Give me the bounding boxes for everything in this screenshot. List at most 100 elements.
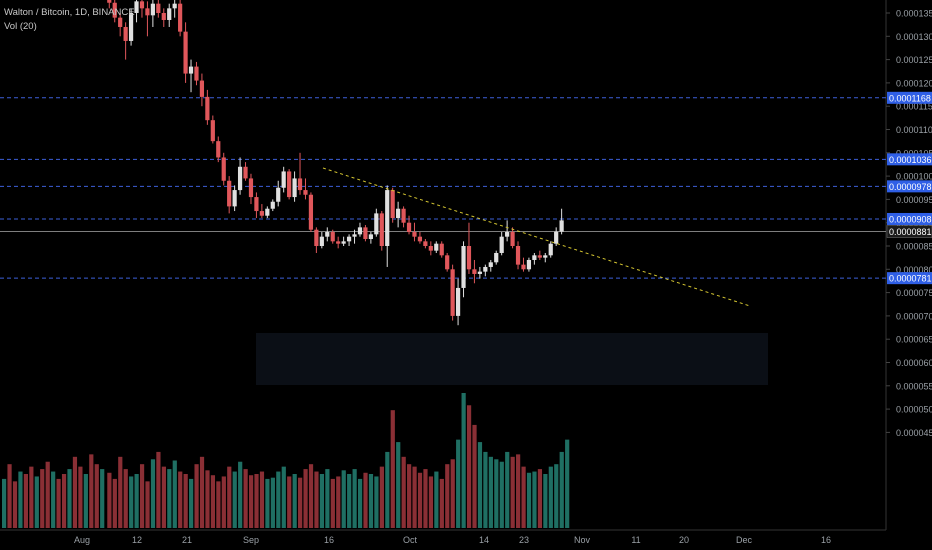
candle-body <box>276 187 281 202</box>
current-price-tag <box>886 225 932 238</box>
volume-bar <box>34 476 39 528</box>
candle <box>379 211 384 251</box>
candle <box>259 204 264 219</box>
volume-bar <box>7 464 12 528</box>
candle <box>363 225 368 242</box>
level-price-tag <box>887 212 932 225</box>
candle <box>428 241 433 256</box>
candle-body <box>548 243 553 256</box>
level-price-label: 0.0000978 <box>889 182 932 192</box>
candle-body <box>150 3 155 16</box>
candle-body <box>341 241 346 244</box>
volume-bar <box>396 442 401 528</box>
horizontal-levels: 0.0001168 0.0001036 0.0000978 0.0000908 0.00… <box>0 91 932 285</box>
candle-body <box>346 236 352 242</box>
candle-body <box>270 201 275 209</box>
candle <box>445 252 450 272</box>
candle-body <box>134 1 139 13</box>
volume-bar <box>461 393 466 528</box>
volume-bar <box>199 456 205 528</box>
volume-bar <box>287 476 292 528</box>
candle-body <box>287 171 292 198</box>
volume-bar <box>319 474 325 528</box>
candle <box>505 220 510 242</box>
candle <box>134 0 139 23</box>
candle <box>346 234 352 246</box>
candle <box>510 227 515 249</box>
candle <box>330 229 335 244</box>
volume-bar <box>100 469 105 528</box>
candle <box>357 222 363 237</box>
time-tick-label: 21 <box>182 535 192 545</box>
volume-bar <box>488 456 493 528</box>
candle-body <box>145 8 150 16</box>
candle-body <box>385 190 390 246</box>
volume-bar <box>2 478 7 528</box>
candle <box>210 115 215 144</box>
volume-bar <box>434 471 439 528</box>
candle-body <box>161 13 166 20</box>
volume-bar <box>417 472 423 528</box>
candle-body <box>466 246 472 270</box>
candle-body <box>554 231 559 244</box>
candle-body <box>423 241 428 246</box>
volume-series <box>2 393 570 528</box>
candle <box>423 239 428 249</box>
time-tick-label: Aug <box>74 535 90 545</box>
time-axis: Aug 12 21 Sep 16 Oct 14 23 Nov 11 20 Dec 16 <box>74 535 831 545</box>
volume-bar <box>232 471 237 528</box>
candle <box>515 241 521 270</box>
time-tick-label: Oct <box>403 535 418 545</box>
candle-body <box>521 264 526 270</box>
candle <box>483 264 488 277</box>
volume-bar <box>445 464 450 528</box>
candle-body <box>401 208 406 223</box>
volume-bar <box>254 474 259 528</box>
volume-bar <box>29 466 34 528</box>
time-tick-label: 20 <box>679 535 689 545</box>
volume-bar <box>505 451 510 528</box>
candle-body <box>178 3 183 32</box>
candle-body <box>450 269 455 316</box>
volume-bar <box>390 410 395 528</box>
volume-bar <box>314 471 319 528</box>
candle-body <box>526 259 532 270</box>
candle-body <box>396 208 401 219</box>
volume-bar <box>134 474 139 528</box>
candle-body <box>194 66 199 81</box>
candle-body <box>357 227 363 235</box>
candle-body <box>543 255 548 258</box>
candle <box>439 241 444 258</box>
volume-bar <box>357 478 363 528</box>
candle-body <box>505 232 510 237</box>
volume-bar <box>341 470 346 528</box>
volume-bar <box>118 456 123 528</box>
candle-body <box>248 178 254 198</box>
volume-bar <box>565 439 570 528</box>
candle <box>554 227 559 246</box>
candle-body <box>477 271 482 274</box>
candle-body <box>483 266 488 272</box>
volume-bar <box>189 478 194 528</box>
volume-bar <box>554 464 559 528</box>
candle <box>248 173 254 205</box>
candle-body <box>139 1 145 9</box>
candle <box>178 0 183 37</box>
volume-bar <box>537 469 543 528</box>
volume-bar <box>368 474 374 528</box>
level-price-label: 0.0001036 <box>889 155 932 165</box>
candle <box>194 61 199 86</box>
candle <box>477 266 482 279</box>
volume-bar <box>61 474 67 528</box>
candle-body <box>237 166 243 191</box>
